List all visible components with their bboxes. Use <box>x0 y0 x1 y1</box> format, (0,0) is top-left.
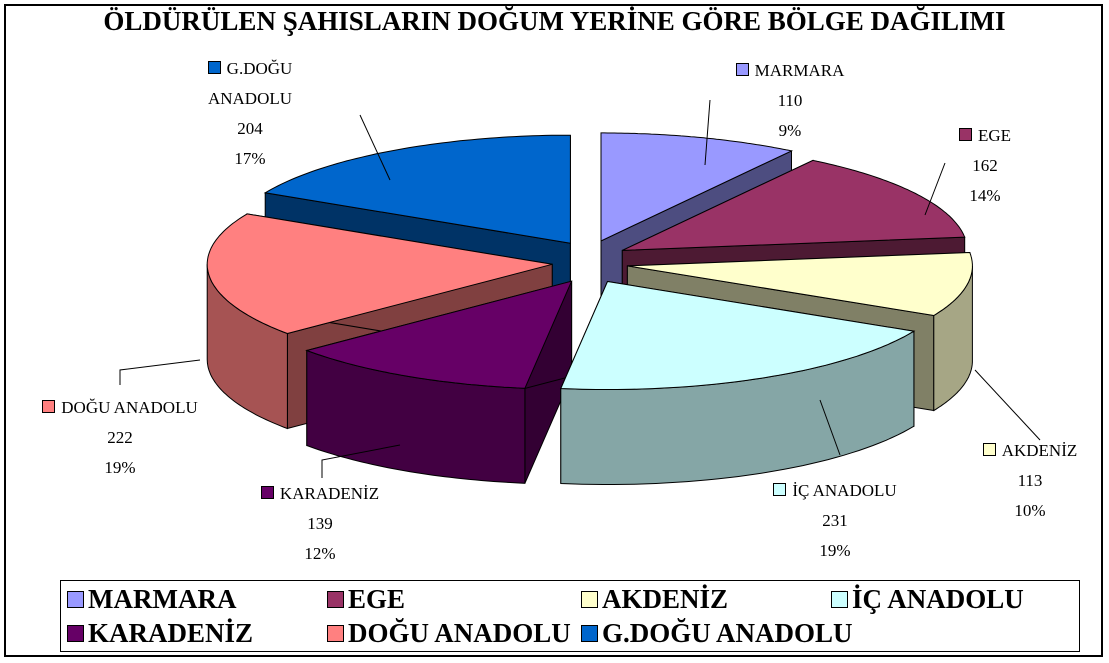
label-category: KARADENİZ <box>279 484 380 503</box>
data-label: DOĞU ANADOLU 222 19% <box>15 393 225 483</box>
data-label: G.DOĞU ANADOLU 204 17% <box>185 54 315 174</box>
leader-line <box>924 162 946 216</box>
label-percent: 19% <box>819 541 851 560</box>
legend-swatch <box>67 591 84 608</box>
label-swatch <box>42 400 56 413</box>
leader-line <box>119 359 201 385</box>
label-value: 113 <box>1017 471 1043 490</box>
legend-text: İÇ ANADOLU <box>852 584 1024 614</box>
label-value: 110 <box>777 91 803 110</box>
legend-swatch <box>67 625 84 642</box>
label-value: 231 <box>822 511 848 530</box>
label-category: İÇ ANADOLU <box>792 481 897 500</box>
chart-title: ÖLDÜRÜLEN ŞAHISLARIN DOĞUM YERİNE GÖRE B… <box>103 6 1006 36</box>
label-category: MARMARA <box>754 61 845 80</box>
label-value: 222 <box>107 428 133 447</box>
legend-text: EGE <box>348 584 406 614</box>
legend-item: G.DOĞU ANADOLU <box>581 617 853 649</box>
label-category: G.DOĞU ANADOLU <box>207 59 293 108</box>
label-swatch <box>735 63 749 76</box>
label-swatch <box>773 483 787 496</box>
leader-line <box>321 444 401 478</box>
legend-swatch <box>327 625 344 642</box>
label-name: İÇ ANADOLU <box>750 476 920 506</box>
label-swatch <box>958 128 972 141</box>
legend-text: DOĞU ANADOLU <box>348 618 571 648</box>
legend-text: G.DOĞU ANADOLU <box>602 618 853 648</box>
leader-line <box>819 399 841 456</box>
slice <box>206 213 553 335</box>
label-name: EGE <box>945 121 1025 151</box>
label-percent: 19% <box>104 458 136 477</box>
legend-item: DOĞU ANADOLU <box>327 617 571 649</box>
chart-frame <box>4 4 1103 657</box>
label-swatch <box>982 443 996 456</box>
label-percent: 14% <box>969 186 1001 205</box>
data-label: İÇ ANADOLU 231 19% <box>750 476 920 566</box>
legend-swatch <box>581 625 598 642</box>
label-percent: 9% <box>778 121 802 140</box>
legend-item: KARADENİZ <box>67 617 253 649</box>
slice <box>560 280 916 390</box>
slice <box>305 280 573 389</box>
label-name: G.DOĞU ANADOLU <box>185 54 315 114</box>
label-name: DOĞU ANADOLU <box>15 393 225 423</box>
legend-item: İÇ ANADOLU <box>831 583 1024 615</box>
legend-item: AKDENİZ <box>581 583 728 615</box>
slice <box>627 251 973 317</box>
legend-swatch <box>831 591 848 608</box>
leader-line <box>704 99 711 166</box>
legend-item: EGE <box>327 583 405 615</box>
label-category: DOĞU ANADOLU <box>61 398 198 417</box>
label-percent: 10% <box>1014 501 1046 520</box>
label-value: 139 <box>307 514 333 533</box>
data-label: AKDENİZ 113 10% <box>970 436 1090 526</box>
legend: MARMARA EGE AKDENİZ İÇ ANADOLU KARADENİZ DOĞU… <box>60 580 1080 652</box>
label-percent: 17% <box>234 149 266 168</box>
slice <box>622 159 966 251</box>
data-label: EGE 162 14% <box>945 121 1025 211</box>
legend-text: MARMARA <box>88 584 237 614</box>
label-value: 204 <box>237 119 263 138</box>
label-percent: 12% <box>304 544 336 563</box>
label-category: EGE <box>977 126 1012 145</box>
label-name: AKDENİZ <box>970 436 1090 466</box>
leader-line <box>359 114 391 181</box>
data-label: KARADENİZ 139 12% <box>235 479 405 569</box>
legend-swatch <box>581 591 598 608</box>
label-swatch <box>207 61 221 74</box>
label-name: MARMARA <box>720 56 860 86</box>
slice <box>263 134 571 244</box>
data-label: MARMARA 110 9% <box>720 56 860 146</box>
legend-item: MARMARA <box>67 583 236 615</box>
legend-text: KARADENİZ <box>88 618 254 648</box>
label-value: 162 <box>972 156 998 175</box>
slice <box>600 132 794 242</box>
legend-text: AKDENİZ <box>602 584 729 614</box>
leader-line <box>974 369 1041 441</box>
label-swatch <box>260 486 274 499</box>
legend-swatch <box>327 591 344 608</box>
label-category: AKDENİZ <box>1001 441 1078 460</box>
label-name: KARADENİZ <box>235 479 405 509</box>
